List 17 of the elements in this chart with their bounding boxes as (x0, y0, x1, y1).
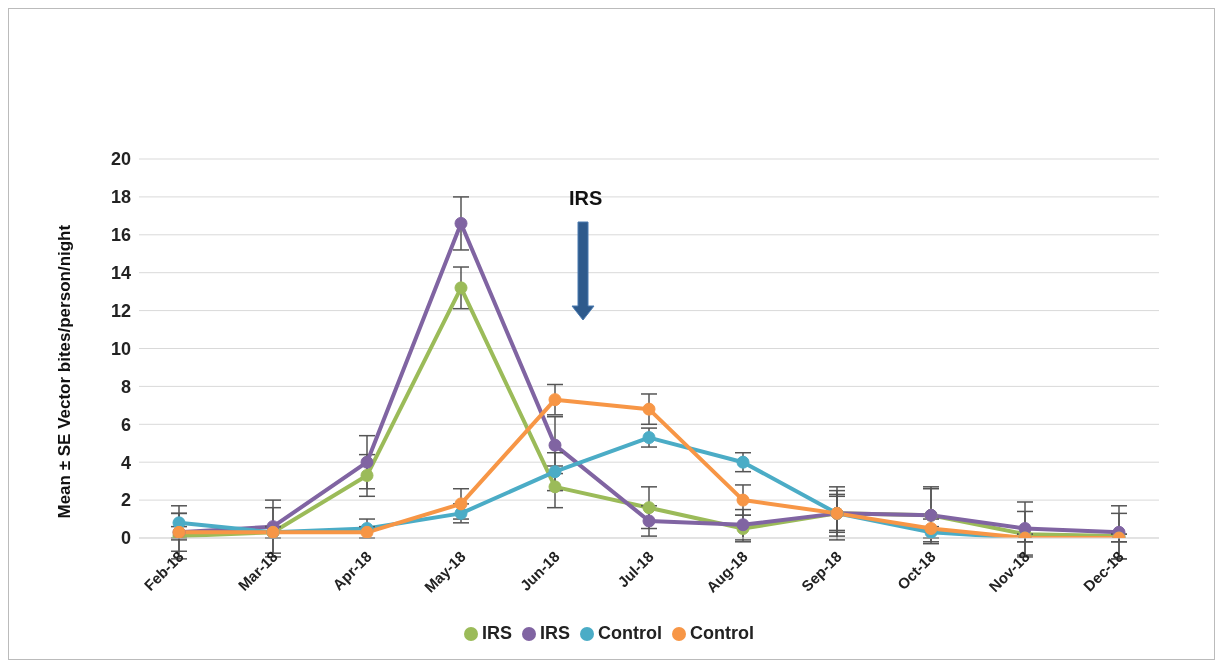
legend-label: Control (598, 623, 663, 643)
legend-label: Control (690, 623, 754, 643)
y-axis-title: Mean ± SE Vector bites/person/night (55, 224, 75, 519)
y-tick-label: 6 (120, 414, 131, 435)
y-tick-label: 0 (120, 528, 131, 549)
annotation: IRS (569, 187, 603, 210)
y-tick-label: 8 (120, 376, 131, 397)
legend-label: IRS (540, 623, 571, 643)
y-tick-label: 18 (110, 187, 131, 208)
y-tick-label: 16 (110, 225, 131, 246)
y-tick-label: 20 (110, 149, 131, 170)
y-tick-label: 10 (110, 338, 131, 359)
y-tick-label: 14 (110, 263, 131, 284)
legend-label: IRS (482, 623, 513, 643)
y-tick-label: 12 (110, 300, 131, 321)
y-tick-label: 4 (120, 452, 131, 473)
y-tick-label: 2 (120, 490, 131, 511)
